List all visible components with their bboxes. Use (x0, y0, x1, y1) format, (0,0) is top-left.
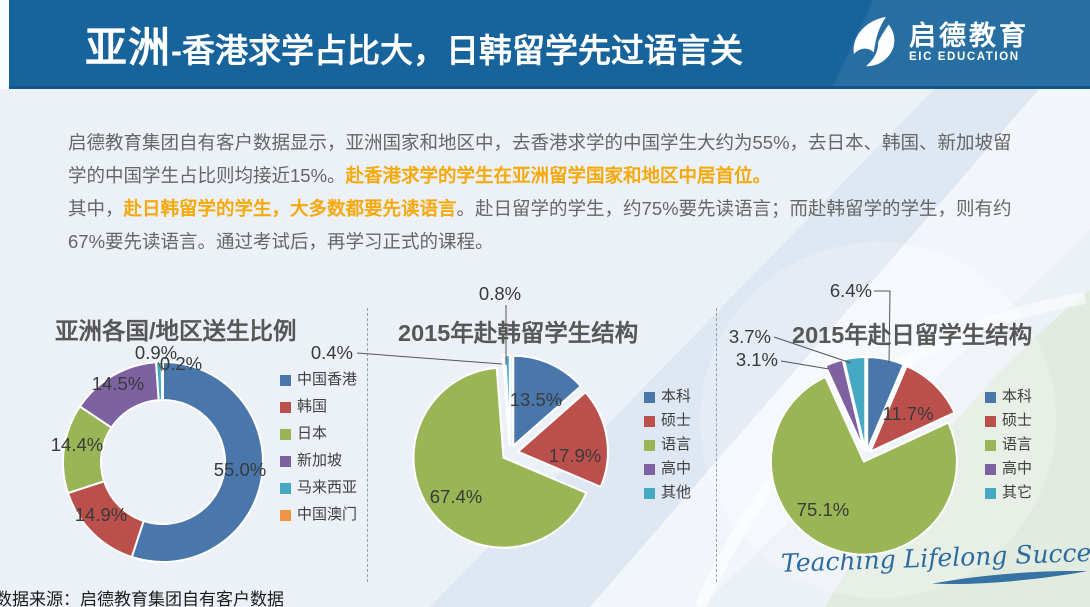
legend-label: 其它 (1002, 484, 1033, 501)
legend-item-本科: 本科 (644, 389, 691, 405)
legend-item-其他: 其他 (644, 485, 691, 501)
data-source-note: 数据来源：启德教育集团自有客户数据 (0, 590, 284, 607)
intro-line: 启德教育集团自有客户数据显示，亚洲国家和地区中，去香港求学的中国学生大约为55%… (68, 126, 1012, 159)
legend-swatch (280, 374, 291, 386)
intro-line: 学的中国学生占比则均接近15%。赴香港求学的学生在亚洲留学国家和地区中居首位。 (68, 159, 1012, 192)
eic-logo-text: 启德教育 EIC EDUCATION (909, 21, 1029, 63)
legend-item-其它: 其它 (985, 485, 1032, 501)
legend-asia-ratio: 中国香港韩国日本新加坡马来西亚中国澳门 (280, 372, 357, 534)
legend-item-高中: 高中 (985, 461, 1032, 477)
legend-label: 高中 (1002, 460, 1033, 477)
legend-item-韩国: 韩国 (280, 399, 357, 415)
legend-item-语言: 语言 (985, 437, 1032, 453)
legend-item-语言: 语言 (644, 437, 691, 453)
header: 亚洲-香港求学占比大，日韩留学先过语言关 启德教育 EIC EDUCATION (9, 0, 1090, 89)
slogan-swoosh (931, 570, 1088, 584)
intro-text-run: 67%要先读语言。通过考试后，再学习正式的课程。 (68, 231, 494, 252)
legend-swatch (644, 439, 655, 451)
legend-item-本科: 本科 (985, 389, 1032, 405)
legend-japan-structure: 本科硕士语言高中其它 (985, 389, 1032, 509)
legend-label: 硕士 (1002, 412, 1033, 429)
legend-item-马来西亚: 马来西亚 (280, 480, 357, 496)
legend-label: 中国香港 (297, 371, 358, 388)
page-title-emphasis: 亚洲 (85, 24, 172, 71)
legend-swatch (985, 391, 996, 403)
legend-item-新加坡: 新加坡 (280, 453, 357, 469)
legend-swatch (280, 455, 291, 467)
legend-swatch (985, 415, 996, 427)
legend-item-日本: 日本 (280, 426, 357, 442)
legend-label: 本科 (661, 388, 692, 405)
legend-swatch (985, 487, 996, 499)
legend-swatch (280, 401, 291, 413)
eic-logo-icon (853, 16, 895, 67)
intro-line: 其中，赴日韩留学的学生，大多数都要先读语言。赴日留学的学生，约75%要先读语言；… (68, 192, 1012, 225)
chart-title-asia-ratio: 亚洲各国/地区送生比例 (55, 318, 297, 344)
chart-title-japan-structure: 2015年赴日留学生结构 (792, 322, 1033, 348)
legend-label: 新加坡 (297, 452, 343, 469)
legend-swatch (985, 439, 996, 451)
header-left-margin (0, 0, 9, 89)
chart-title-korea-structure: 2015年赴韩留学生结构 (398, 320, 639, 346)
legend-label: 语言 (1002, 436, 1033, 453)
page-title-rest: -香港求学占比大，日韩留学先过语言关 (171, 32, 744, 69)
legend-item-高中: 高中 (644, 461, 691, 477)
eic-logo-name-cn: 启德教育 (909, 21, 1029, 51)
intro-line: 67%要先读语言。通过考试后，再学习正式的课程。 (68, 225, 1012, 258)
legend-swatch (280, 509, 291, 521)
intro-highlight-run: 赴日韩留学的学生，大多数都要先读语言 (123, 198, 457, 219)
intro-text-run: 学的中国学生占比则均接近15%。 (68, 165, 346, 186)
intro-text-run: 。赴日留学的学生，约75%要先读语言；而赴韩留学的学生，则有约 (456, 198, 1012, 219)
legend-swatch (644, 463, 655, 475)
legend-label: 日本 (297, 425, 328, 442)
legend-korea-structure: 本科硕士语言高中其他 (644, 389, 691, 509)
legend-swatch (280, 482, 291, 494)
legend-swatch (644, 391, 655, 403)
legend-label: 高中 (661, 460, 692, 477)
slogan: Teaching Lifelong Success (781, 537, 1090, 584)
legend-label: 其他 (661, 484, 692, 501)
legend-label: 本科 (1002, 388, 1033, 405)
intro-paragraph: 启德教育集团自有客户数据显示，亚洲国家和地区中，去香港求学的中国学生大约为55%… (68, 126, 1012, 258)
intro-highlight-run: 赴香港求学的学生在亚洲留学国家和地区中居首位。 (345, 165, 772, 186)
legend-item-硕士: 硕士 (644, 413, 691, 429)
legend-swatch (280, 428, 291, 440)
legend-swatch (644, 487, 655, 499)
header-sheen (760, 0, 1090, 86)
section-divider-left (367, 308, 368, 582)
legend-item-中国澳门: 中国澳门 (280, 507, 357, 523)
legend-label: 中国澳门 (297, 506, 358, 523)
legend-item-硕士: 硕士 (985, 413, 1032, 429)
legend-swatch (985, 463, 996, 475)
legend-item-中国香港: 中国香港 (280, 372, 357, 388)
page-title: 亚洲-香港求学占比大，日韩留学先过语言关 (85, 14, 743, 75)
legend-label: 硕士 (661, 412, 692, 429)
legend-label: 韩国 (297, 398, 328, 415)
legend-label: 语言 (661, 436, 692, 453)
legend-label: 马来西亚 (297, 479, 358, 496)
eic-logo: 启德教育 EIC EDUCATION (847, 13, 1029, 71)
legend-swatch (644, 415, 655, 427)
intro-text-run: 启德教育集团自有客户数据显示，亚洲国家和地区中，去香港求学的中国学生大约为55%… (68, 132, 1012, 153)
section-divider-right (716, 308, 717, 582)
intro-text-run: 其中， (68, 198, 124, 219)
eic-logo-name-en: EIC EDUCATION (909, 51, 1020, 63)
